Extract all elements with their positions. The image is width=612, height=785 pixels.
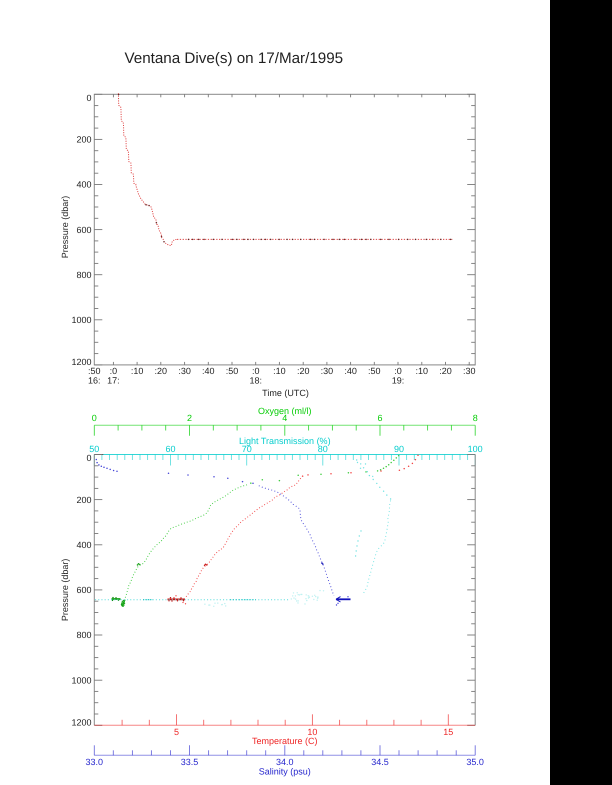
svg-text::0: :0 [252, 366, 260, 376]
svg-text::50: :50 [368, 366, 381, 376]
svg-text::30: :30 [463, 366, 476, 376]
svg-text:0: 0 [86, 93, 91, 103]
svg-text:600: 600 [76, 225, 91, 235]
svg-text::0: :0 [110, 366, 118, 376]
svg-text:Time (UTC): Time (UTC) [262, 388, 309, 398]
svg-text::40: :40 [344, 366, 357, 376]
svg-text:10: 10 [307, 727, 317, 737]
svg-text::0: :0 [394, 366, 402, 376]
svg-text:16:: 16: [88, 375, 101, 385]
svg-text:90: 90 [394, 444, 404, 454]
svg-text:33.5: 33.5 [181, 757, 199, 767]
svg-text:19:: 19: [392, 375, 405, 385]
svg-text:33.0: 33.0 [86, 757, 104, 767]
svg-text::40: :40 [202, 366, 215, 376]
svg-text:Temperature (C): Temperature (C) [252, 736, 318, 746]
svg-text::10: :10 [273, 366, 286, 376]
svg-text:800: 800 [76, 630, 91, 640]
svg-text:15: 15 [443, 727, 453, 737]
svg-text:34.0: 34.0 [276, 757, 294, 767]
svg-text:60: 60 [165, 444, 175, 454]
svg-text::20: :20 [439, 366, 452, 376]
svg-text:18:: 18: [249, 375, 262, 385]
svg-text:70: 70 [242, 444, 252, 454]
svg-text::50: :50 [226, 366, 239, 376]
svg-text:Pressure (dbar): Pressure (dbar) [60, 196, 70, 259]
svg-text:2: 2 [187, 413, 192, 423]
svg-text:Ventana Dive(s) on 17/Mar/1995: Ventana Dive(s) on 17/Mar/1995 [124, 50, 343, 67]
svg-text::10: :10 [416, 366, 429, 376]
svg-text:1200: 1200 [71, 357, 91, 367]
svg-text:100: 100 [468, 444, 483, 454]
svg-text:Light Transmission (%): Light Transmission (%) [239, 436, 331, 446]
svg-text::20: :20 [297, 366, 310, 376]
svg-text:200: 200 [76, 135, 91, 145]
svg-text:1200: 1200 [71, 718, 91, 728]
svg-text:400: 400 [76, 540, 91, 550]
svg-text::30: :30 [321, 366, 334, 376]
svg-text:0: 0 [92, 413, 97, 423]
svg-text:1000: 1000 [71, 315, 91, 325]
svg-text:Salinity (psu): Salinity (psu) [259, 767, 311, 777]
svg-text:17:: 17: [107, 375, 120, 385]
svg-text:200: 200 [76, 495, 91, 505]
svg-text::20: :20 [155, 366, 168, 376]
svg-text:8: 8 [473, 413, 478, 423]
svg-text:Oxygen (ml/l): Oxygen (ml/l) [258, 406, 312, 416]
svg-text:34.5: 34.5 [371, 757, 389, 767]
svg-text:Pressure (dbar): Pressure (dbar) [60, 559, 70, 622]
svg-text:50: 50 [89, 444, 99, 454]
svg-text:600: 600 [76, 585, 91, 595]
svg-text:5: 5 [174, 727, 179, 737]
svg-text:800: 800 [76, 270, 91, 280]
svg-text:35.0: 35.0 [466, 757, 484, 767]
svg-text::50: :50 [88, 366, 101, 376]
svg-text:4: 4 [282, 413, 287, 423]
svg-text:80: 80 [318, 444, 328, 454]
svg-text:400: 400 [76, 180, 91, 190]
svg-text::10: :10 [131, 366, 144, 376]
svg-text::30: :30 [178, 366, 191, 376]
svg-text:0: 0 [86, 453, 91, 463]
svg-text:6: 6 [377, 413, 382, 423]
svg-text:1000: 1000 [71, 675, 91, 685]
